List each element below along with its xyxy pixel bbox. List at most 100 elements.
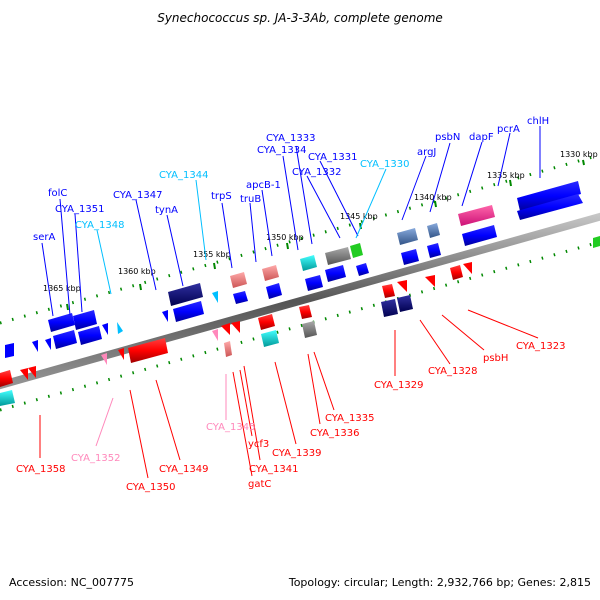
gene-label: apcB-1 (246, 180, 281, 191)
gene-dapF (462, 225, 497, 246)
gene-psbN (427, 223, 440, 238)
gene-1328 (425, 275, 435, 287)
gene-label: pcrA (497, 124, 520, 135)
gene-label: CYA_1339 (272, 448, 321, 459)
gene-1348 (117, 322, 123, 334)
gene-1332 (325, 247, 351, 265)
gene-1334b (325, 265, 346, 282)
gene-trpS-2 (233, 291, 248, 304)
gene-edge-left (0, 390, 15, 406)
tick-label: 1360 kbp (118, 267, 156, 276)
gene-1339b (261, 330, 279, 347)
gene-1333 (300, 255, 317, 271)
gene-folC (73, 310, 97, 330)
tick-label: 1340 kbp (414, 193, 452, 202)
gene-label: CYA_1335 (325, 413, 374, 424)
gene-label: psbH (483, 353, 508, 364)
gene-truB-2 (266, 283, 282, 299)
gene-argJ-2 (401, 249, 419, 265)
tick-label: 1350 kbp (266, 233, 304, 242)
gene-label: dapF (469, 132, 494, 143)
gene-1336 (302, 321, 317, 338)
gene-label: chlH (527, 116, 549, 127)
gene-1334 (356, 263, 369, 276)
tick-labels: 1330 kbp 1335 kbp 1340 kbp 1345 kbp 1350… (43, 150, 598, 293)
gene-1328b (381, 299, 398, 317)
map-title: Synechococcus sp. JA-3-3Ab, complete gen… (157, 11, 443, 25)
gene-label: CYA_1345 (206, 422, 255, 433)
gene-1345 (212, 329, 218, 341)
gene-truB (262, 265, 279, 281)
gene-1344 (212, 291, 218, 303)
accession-text: Accession: NC_007775 (9, 576, 134, 589)
tick-label: 1355 kbp (193, 250, 231, 259)
gene-tynA-2 (173, 301, 204, 322)
gene-label: CYA_1349 (159, 464, 208, 475)
gene-label: CYA_1323 (516, 341, 565, 352)
gene-1323 (450, 265, 463, 280)
gene-label: truB (240, 194, 261, 205)
gene-1328c (397, 295, 413, 312)
gene-label: serA (33, 232, 55, 243)
gene-apcB (305, 275, 323, 291)
gene-arrow-a (102, 323, 108, 335)
gene-label: CYA_1348 (75, 220, 124, 231)
gene-label: gatC (248, 479, 271, 490)
gene-label: CYA_1358 (16, 464, 65, 475)
gene-tynA (168, 283, 203, 306)
gene-1341 (221, 323, 230, 335)
gene-arrow-b (162, 310, 168, 322)
gene-label: CYA_1332 (292, 167, 341, 178)
gene-label: CYA_1351 (55, 204, 104, 215)
gene-label: CYA_1328 (428, 366, 477, 377)
gene-label: argJ (417, 147, 436, 158)
forward-strand-genes (5, 181, 600, 358)
gene-label: CYA_1350 (126, 482, 175, 493)
gene-label: CYA_1331 (308, 152, 357, 163)
gene-1358 (0, 370, 13, 387)
tick-label: 1345 kbp (340, 212, 378, 221)
tick-label: 1330 kbp (560, 150, 598, 159)
gene-1358c (28, 366, 36, 378)
gene-pcrA (458, 205, 495, 226)
gene-gatC (224, 341, 232, 357)
gene-ycf3 (231, 321, 240, 333)
gene-label: CYA_1344 (159, 170, 208, 181)
gene-serA-2 (78, 326, 102, 345)
gene-label: CYA_1334 (257, 145, 306, 156)
gene-1349 (128, 338, 168, 363)
gene-label: tynA (155, 205, 178, 216)
top-labels: chlH pcrA dapF psbN argJ CYA_1330 CYA_13… (33, 116, 549, 243)
tick-label: 1335 kbp (487, 171, 525, 180)
gene-1358b (20, 368, 28, 380)
gene-label: CYA_1333 (266, 133, 315, 144)
gene-label: CYA_1352 (71, 453, 120, 464)
gene-label: CYA_1329 (374, 380, 423, 391)
gene-label: psbN (435, 132, 460, 143)
gene-1331 (350, 243, 363, 258)
gene-label: folC (48, 188, 67, 199)
gene-label: CYA_1336 (310, 428, 359, 439)
gene-1352 (101, 353, 107, 365)
reverse-strand-genes (0, 262, 472, 406)
gene-chlH (517, 181, 581, 211)
tick-label: 1365 kbp (43, 284, 81, 293)
gene-psbH (463, 262, 472, 274)
gene-chlH-alt (517, 194, 583, 220)
gene-label: CYA_1341 (249, 464, 298, 475)
bottom-callouts (39, 309, 539, 479)
gene-label: CYA_1347 (113, 190, 162, 201)
gene-argJ (397, 228, 418, 245)
gene-label: trpS (211, 191, 232, 202)
gene-1329b (397, 280, 407, 292)
top-callouts-cyan (96, 168, 387, 295)
gene-1339 (258, 314, 275, 330)
top-callouts (41, 126, 541, 317)
major-ticks (66, 159, 585, 311)
gene-edge (593, 236, 600, 248)
gene-1335 (299, 305, 312, 319)
gene-1329 (382, 284, 395, 298)
gene-1330 (427, 243, 441, 258)
gene-arrow-e (45, 338, 51, 350)
